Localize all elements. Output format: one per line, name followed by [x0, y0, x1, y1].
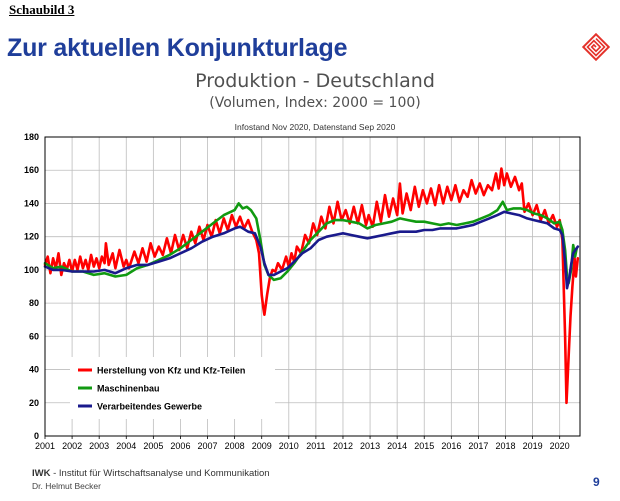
chart-series — [43, 167, 580, 405]
footer-author: Dr. Helmut Becker — [32, 481, 101, 491]
footer-organisation: IWK - Institut für Wirtschaftsanalyse un… — [32, 468, 270, 479]
y-tick-label: 0 — [34, 431, 39, 441]
x-tick-label: 2015 — [414, 441, 434, 451]
series-maschinenbau-line — [43, 200, 578, 285]
y-tick-label: 40 — [29, 365, 39, 375]
y-tick-label: 140 — [24, 198, 39, 208]
x-tick-label: 2008 — [225, 441, 245, 451]
y-tick-label: 100 — [24, 265, 39, 275]
x-tick-label: 2010 — [279, 441, 299, 451]
x-tick-label: 2019 — [523, 441, 543, 451]
x-tick-label: 2007 — [198, 441, 218, 451]
footer-org-abbrev: IWK — [32, 468, 51, 479]
slide-title: Zur aktuellen Konjunkturlage — [7, 34, 348, 62]
page-number: 9 — [593, 475, 600, 489]
chart-title: Produktion - Deutschland — [195, 70, 435, 92]
series-kfz-line — [43, 167, 580, 405]
x-tick-label: 2003 — [89, 441, 109, 451]
legend-item-kfz-label: Herstellung von Kfz und Kfz-Teilen — [97, 366, 245, 376]
x-tick-label: 2006 — [170, 441, 190, 451]
x-tick-label: 2001 — [35, 441, 55, 451]
x-tick-label: 2018 — [495, 441, 515, 451]
plot-frame — [44, 136, 581, 437]
iwk-logo-icon — [582, 33, 610, 61]
x-tick-label: 2005 — [143, 441, 163, 451]
x-tick-label: 2009 — [252, 441, 272, 451]
chart-legend: Herstellung von Kfz und Kfz-Teilen Maschi… — [70, 357, 275, 419]
y-tick-label: 80 — [29, 298, 39, 308]
x-tick-label: 2016 — [441, 441, 461, 451]
x-tick-label: 2014 — [387, 441, 407, 451]
x-tick-label: 2011 — [306, 441, 325, 451]
x-tick-label: 2002 — [62, 441, 82, 451]
x-tick-label: 2017 — [468, 441, 488, 451]
y-tick-label: 160 — [24, 165, 39, 175]
x-tick-label: 2020 — [550, 441, 570, 451]
y-tick-label: 20 — [29, 398, 39, 408]
legend-box — [70, 357, 275, 419]
figure-label: Schaubild 3 — [9, 2, 75, 17]
legend-item-maschinenbau-label: Maschinenbau — [97, 384, 160, 394]
y-axis-ticks: 0 20 40 60 80 100 120 140 160 180 — [24, 132, 39, 441]
x-tick-label: 2012 — [333, 441, 353, 451]
chart-info-text: Infostand Nov 2020, Datenstand Sep 2020 — [234, 122, 396, 132]
legend-item-gewerbe-label: Verarbeitendes Gewerbe — [97, 402, 202, 412]
chart-subtitle: (Volumen, Index: 2000 = 100) — [209, 95, 421, 111]
footer-org-text: - Institut für Wirtschaftsanalyse und Ko… — [50, 468, 270, 479]
y-tick-label: 60 — [29, 331, 39, 341]
series-gewerbe-line — [43, 210, 580, 290]
y-tick-label: 180 — [24, 132, 39, 142]
x-axis-ticks: 2001 2002 2003 2004 2005 2006 2007 2008 2009 2010… — [35, 436, 570, 451]
x-tick-label: 2004 — [116, 441, 136, 451]
x-tick-label: 2013 — [360, 441, 380, 451]
y-tick-label: 120 — [24, 232, 39, 242]
